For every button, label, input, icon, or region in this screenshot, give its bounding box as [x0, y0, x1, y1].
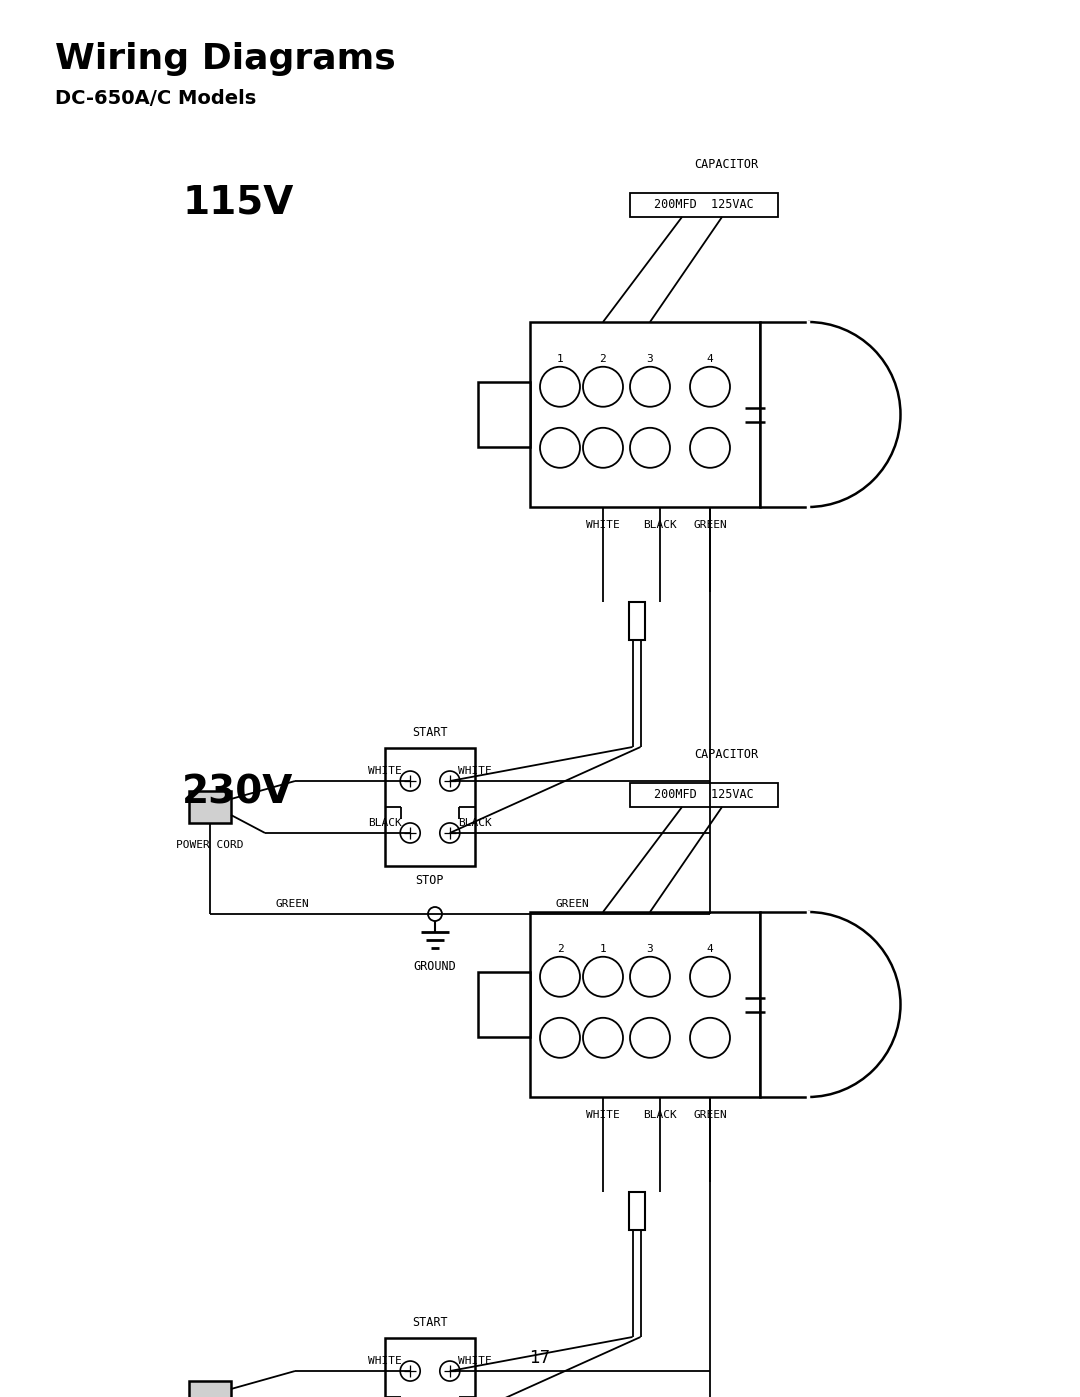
Text: GREEN: GREEN — [693, 1111, 727, 1120]
Text: BLACK: BLACK — [458, 819, 491, 828]
Circle shape — [630, 1018, 670, 1058]
Circle shape — [540, 957, 580, 996]
Text: 3: 3 — [647, 944, 653, 954]
Text: CAPACITOR: CAPACITOR — [694, 158, 758, 172]
Text: CAPACITOR: CAPACITOR — [694, 749, 758, 761]
Text: 4: 4 — [706, 944, 714, 954]
Text: 3: 3 — [647, 353, 653, 363]
Circle shape — [583, 367, 623, 407]
Circle shape — [401, 771, 420, 791]
FancyBboxPatch shape — [478, 972, 530, 1037]
FancyBboxPatch shape — [629, 1192, 645, 1229]
Circle shape — [428, 907, 442, 921]
Text: WHITE: WHITE — [586, 1111, 620, 1120]
Text: GREEN: GREEN — [555, 900, 590, 909]
Text: BLACK: BLACK — [643, 520, 677, 529]
Text: WHITE: WHITE — [368, 1356, 402, 1366]
FancyBboxPatch shape — [630, 193, 778, 217]
FancyBboxPatch shape — [530, 912, 760, 1097]
Text: GREEN: GREEN — [693, 520, 727, 529]
FancyBboxPatch shape — [478, 381, 530, 447]
Text: GREEN: GREEN — [275, 900, 309, 909]
Text: 17: 17 — [529, 1350, 551, 1368]
Text: DC-650A/C Models: DC-650A/C Models — [55, 89, 256, 108]
FancyBboxPatch shape — [629, 602, 645, 640]
FancyBboxPatch shape — [760, 912, 808, 1097]
FancyBboxPatch shape — [630, 782, 778, 807]
Text: GROUND: GROUND — [414, 960, 457, 972]
Circle shape — [630, 367, 670, 407]
Text: 230V: 230V — [183, 773, 294, 812]
Text: STOP: STOP — [416, 873, 444, 887]
Text: WHITE: WHITE — [458, 766, 491, 777]
Text: Wiring Diagrams: Wiring Diagrams — [55, 42, 395, 75]
Text: BLACK: BLACK — [643, 1111, 677, 1120]
FancyBboxPatch shape — [530, 321, 760, 507]
Circle shape — [583, 427, 623, 468]
Circle shape — [440, 771, 460, 791]
Circle shape — [690, 1018, 730, 1058]
Circle shape — [583, 957, 623, 996]
Circle shape — [690, 367, 730, 407]
Circle shape — [540, 427, 580, 468]
Circle shape — [690, 427, 730, 468]
Text: 200MFD  125VAC: 200MFD 125VAC — [654, 788, 754, 802]
Circle shape — [440, 1361, 460, 1382]
FancyBboxPatch shape — [189, 1382, 231, 1397]
Text: START: START — [413, 1316, 448, 1329]
Circle shape — [583, 1018, 623, 1058]
Text: BLACK: BLACK — [368, 819, 402, 828]
Text: 1: 1 — [556, 353, 564, 363]
Text: POWER CORD: POWER CORD — [176, 840, 244, 849]
Text: 200MFD  125VAC: 200MFD 125VAC — [654, 198, 754, 211]
Text: 115V: 115V — [183, 183, 294, 221]
Text: WHITE: WHITE — [586, 520, 620, 529]
Text: 2: 2 — [556, 944, 564, 954]
Text: START: START — [413, 725, 448, 739]
Text: 1: 1 — [599, 944, 606, 954]
Circle shape — [440, 823, 460, 842]
Text: 4: 4 — [706, 353, 714, 363]
Circle shape — [401, 823, 420, 842]
Text: 2: 2 — [599, 353, 606, 363]
Text: WHITE: WHITE — [458, 1356, 491, 1366]
FancyBboxPatch shape — [760, 321, 808, 507]
Circle shape — [630, 427, 670, 468]
Circle shape — [690, 957, 730, 996]
Circle shape — [540, 367, 580, 407]
Circle shape — [540, 1018, 580, 1058]
Circle shape — [401, 1361, 420, 1382]
FancyBboxPatch shape — [384, 1338, 475, 1397]
Circle shape — [630, 957, 670, 996]
Text: WHITE: WHITE — [368, 766, 402, 777]
FancyBboxPatch shape — [384, 747, 475, 866]
FancyBboxPatch shape — [189, 791, 231, 823]
